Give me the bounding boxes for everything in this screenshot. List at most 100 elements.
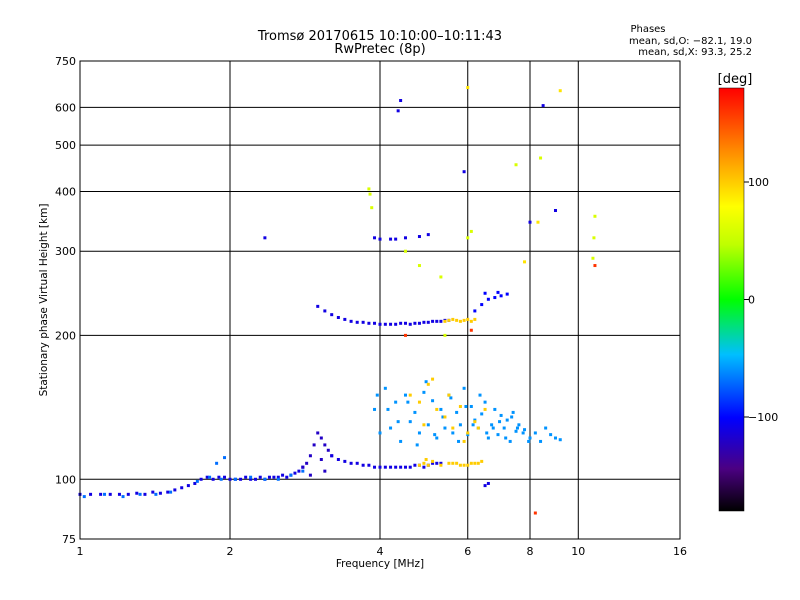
data-point xyxy=(373,321,377,325)
data-point xyxy=(399,99,403,103)
data-point xyxy=(249,475,253,479)
data-point xyxy=(244,475,248,479)
data-point xyxy=(521,431,525,435)
data-point xyxy=(316,431,320,435)
data-point xyxy=(281,473,285,477)
y-tick-label: 400 xyxy=(55,185,76,198)
data-point xyxy=(383,386,387,390)
data-point xyxy=(383,322,387,326)
data-point xyxy=(466,86,470,90)
data-point xyxy=(483,400,487,404)
y-axis-label: Stationary phase Virtual Height [km] xyxy=(38,204,50,397)
data-point xyxy=(403,333,407,337)
data-point xyxy=(108,492,112,496)
data-point xyxy=(469,319,473,323)
data-point xyxy=(389,465,393,469)
data-point xyxy=(239,477,243,481)
data-point xyxy=(496,290,500,294)
data-point xyxy=(462,386,466,390)
x-tick-label: 2 xyxy=(227,545,234,558)
data-point xyxy=(361,463,365,467)
data-point xyxy=(462,463,466,467)
data-point xyxy=(305,461,309,465)
data-point xyxy=(368,192,372,196)
data-point xyxy=(373,465,377,469)
data-point xyxy=(451,461,455,465)
data-point xyxy=(483,484,487,488)
data-point xyxy=(504,436,508,440)
data-point xyxy=(541,104,545,108)
data-point xyxy=(186,484,190,488)
data-point xyxy=(490,423,494,427)
data-point xyxy=(417,235,421,239)
data-point xyxy=(422,390,426,394)
data-point xyxy=(466,317,470,321)
data-point xyxy=(458,423,462,427)
y-tick-label: 75 xyxy=(62,533,76,546)
data-point xyxy=(126,492,130,496)
data-point xyxy=(469,461,473,465)
data-point xyxy=(217,475,221,479)
data-point xyxy=(466,463,470,467)
data-point xyxy=(403,249,407,253)
data-point xyxy=(533,511,537,515)
data-point xyxy=(466,431,470,435)
data-point xyxy=(499,294,503,298)
data-point xyxy=(533,431,537,435)
data-point xyxy=(469,229,473,233)
data-point xyxy=(367,321,371,325)
data-point xyxy=(473,317,477,321)
grid xyxy=(80,61,680,539)
data-point xyxy=(435,436,439,440)
data-point xyxy=(394,465,398,469)
data-point xyxy=(415,443,419,447)
data-point xyxy=(493,296,497,300)
data-point xyxy=(443,426,447,430)
data-point xyxy=(478,393,482,397)
data-point xyxy=(323,469,327,473)
data-point xyxy=(431,459,435,463)
data-point xyxy=(426,320,430,324)
data-point xyxy=(424,380,428,384)
data-point xyxy=(228,477,232,481)
phases-x-stats: mean, sd,X: 93.3, 25.2 xyxy=(638,47,752,58)
data-point xyxy=(312,443,316,447)
data-point xyxy=(447,318,451,322)
data-point xyxy=(367,463,371,467)
colorbar-label: [deg] xyxy=(718,72,753,87)
data-point xyxy=(517,423,521,427)
chart-subtitle: RwPretec (8p) xyxy=(334,42,425,57)
data-point xyxy=(523,260,527,264)
data-point xyxy=(135,491,139,495)
data-point xyxy=(199,477,203,481)
data-point xyxy=(592,236,596,240)
data-point xyxy=(367,187,371,191)
data-point xyxy=(539,439,543,443)
data-point xyxy=(466,433,470,437)
data-point xyxy=(435,319,439,323)
data-point xyxy=(383,465,387,469)
data-point xyxy=(433,433,437,437)
x-tick-label: 6 xyxy=(464,545,471,558)
data-point xyxy=(485,431,489,435)
y-tick-label: 300 xyxy=(55,245,76,258)
data-point xyxy=(330,454,334,458)
data-point xyxy=(399,465,403,469)
data-point xyxy=(301,465,305,469)
data-point xyxy=(441,415,445,419)
data-point xyxy=(330,313,334,317)
data-point xyxy=(439,463,443,467)
data-point xyxy=(431,399,435,403)
data-point xyxy=(205,475,209,479)
data-point xyxy=(426,463,430,467)
data-point xyxy=(431,377,435,381)
data-point xyxy=(89,492,93,496)
data-point xyxy=(483,407,487,411)
data-point xyxy=(396,420,400,424)
data-point xyxy=(553,209,557,213)
data-point xyxy=(466,236,470,240)
data-point xyxy=(343,317,347,321)
data-point xyxy=(505,292,509,296)
x-axis-label: Frequency [MHz] xyxy=(336,558,424,570)
